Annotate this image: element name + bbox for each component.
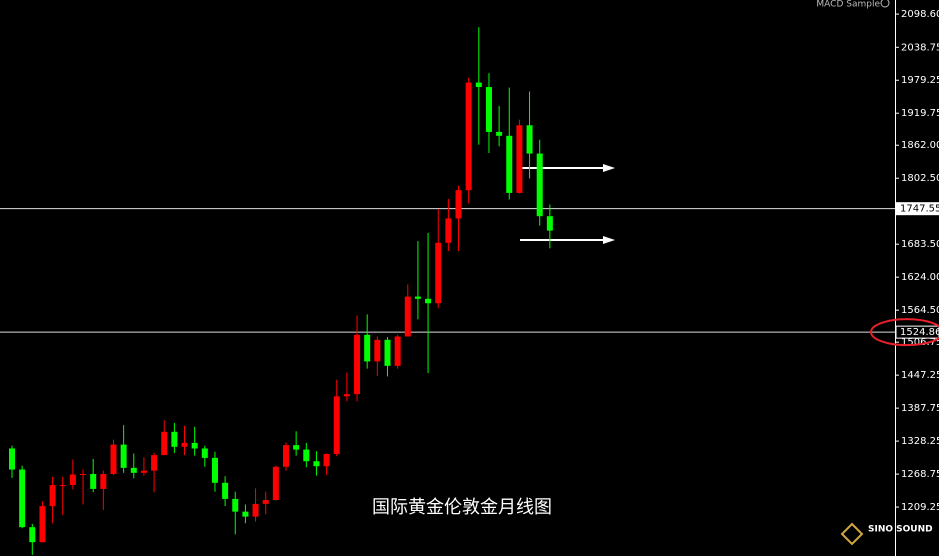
candle-body: [201, 448, 208, 458]
arrow-head: [603, 236, 615, 244]
candle-body: [445, 218, 452, 243]
candle-body: [313, 461, 320, 467]
candle-body: [9, 448, 15, 470]
candle-body: [293, 445, 300, 450]
candle-body: [69, 474, 76, 486]
candle-body: [222, 482, 229, 499]
price-label-box: [895, 202, 939, 216]
price-label-box: [895, 325, 939, 339]
candle-body: [475, 82, 482, 88]
y-tick-label: 1447.25: [901, 370, 939, 381]
candle-body: [343, 394, 350, 397]
indicator-icon: [880, 0, 890, 8]
candle-body: [100, 473, 107, 489]
y-tick-label: 1209.25: [901, 502, 939, 513]
candle-body: [333, 396, 340, 455]
candle-body: [546, 216, 553, 231]
candle-body: [19, 469, 26, 528]
candle-body: [354, 334, 361, 395]
candle-body: [161, 431, 168, 456]
candle-body: [232, 498, 239, 512]
candle-body: [130, 467, 137, 473]
price-label: 1524.86: [900, 327, 939, 338]
candle-body: [455, 190, 462, 219]
candle-body: [414, 296, 421, 299]
y-tick-label: 1862.00: [901, 140, 939, 151]
candle-body: [272, 466, 279, 501]
y-tick-label: 1919.75: [901, 108, 939, 119]
candle-body: [80, 473, 87, 475]
candle-body: [394, 336, 401, 366]
candle-body: [516, 125, 523, 193]
y-tick-label: 1268.75: [901, 469, 939, 480]
y-tick-label: 1328.25: [901, 436, 939, 447]
logo: SINO SOUND: [868, 525, 933, 535]
candle-body: [252, 503, 259, 517]
candle-body: [384, 339, 391, 366]
y-tick-label: 2098.60: [901, 9, 939, 20]
candle-body: [425, 298, 432, 304]
highlight-ring: [870, 318, 939, 347]
candle-body: [404, 296, 411, 337]
y-tick-label: 1564.50: [901, 305, 939, 316]
candle-body: [242, 511, 249, 517]
candle-body: [374, 339, 381, 362]
candle-body: [191, 442, 198, 449]
chart-title: 国际黄金伦敦金月线图: [372, 497, 552, 518]
candle-body: [435, 242, 442, 304]
candle-body: [465, 82, 472, 191]
candle-body: [485, 87, 492, 132]
candle-body: [526, 125, 533, 154]
candle-body: [49, 485, 56, 507]
logo-icon: [840, 522, 864, 546]
candle-body: [262, 500, 269, 504]
y-tick-label: 1979.25: [901, 75, 939, 86]
candle-body: [303, 449, 310, 462]
candle-body: [90, 473, 97, 489]
candle-body: [181, 442, 188, 447]
candle-body: [496, 131, 503, 136]
y-tick-label: 1506.75: [901, 337, 939, 348]
candle-body: [140, 470, 147, 473]
candle-body: [110, 444, 117, 474]
candle-body: [29, 527, 36, 543]
candle-body: [39, 506, 46, 543]
candle-body: [364, 334, 371, 362]
y-tick-label: 1683.50: [901, 239, 939, 250]
candle-body: [171, 431, 178, 447]
y-tick-label: 2038.75: [901, 42, 939, 53]
y-tick-label: 1802.50: [901, 173, 939, 184]
candle-body: [323, 454, 330, 467]
y-tick-label: 1624.00: [901, 272, 939, 283]
candle-body: [120, 444, 127, 468]
candle-body: [283, 445, 289, 467]
candle-body: [59, 485, 66, 487]
price-label: 1747.55: [900, 204, 939, 215]
y-tick-label: 1387.75: [901, 403, 939, 414]
candle-body: [506, 135, 513, 193]
arrow-head: [603, 164, 615, 172]
arrows: [520, 164, 615, 244]
candle-body: [536, 153, 543, 217]
candle-body: [151, 455, 158, 471]
indicator-label: MACD Sample: [816, 0, 880, 10]
candle-body: [211, 457, 218, 483]
